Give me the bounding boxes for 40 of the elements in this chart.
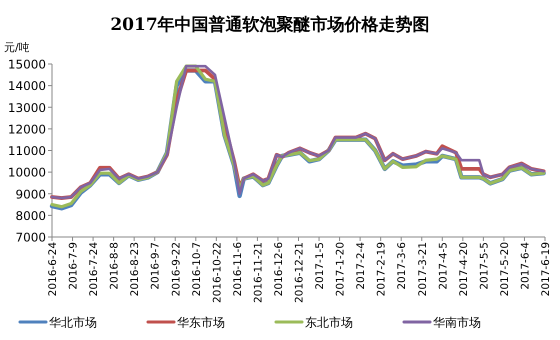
x-tick-label: 2017-5-20 [498, 242, 511, 296]
x-tick-label: 2016-6-24 [47, 242, 59, 296]
y-tick-label: 14000 [8, 79, 46, 94]
x-tick-label: 2017-5-5 [478, 242, 490, 290]
x-tick-label: 2017-6-19 [540, 242, 552, 296]
y-axis-title: 元/吨 [4, 41, 30, 54]
x-tick-label: 2016-9-22 [170, 242, 182, 296]
x-tick-label: 2017-6-4 [519, 242, 532, 290]
y-tick-label: 10000 [8, 166, 46, 180]
chart-title: 2017年中国普通软泡聚醚市场价格走势图 [110, 14, 430, 35]
x-tick-label: 2016-11-21 [252, 242, 264, 304]
x-tick-label: 2016-10-22 [211, 242, 224, 304]
x-tick-label: 2016-7-9 [68, 242, 80, 290]
legend-label: 华北市场 [49, 316, 97, 330]
y-tick-label: 9000 [15, 187, 46, 202]
x-tick-label: 2016-9-7 [150, 242, 162, 290]
x-tick-label: 2017-4-20 [458, 242, 470, 296]
x-tick-label: 2016-11-6 [232, 242, 244, 296]
x-tick-label: 2016-8-23 [129, 242, 142, 296]
x-tick-label: 2017-4-5 [437, 242, 450, 290]
x-tick-label: 2016-7-24 [88, 242, 100, 296]
x-tick-label: 2017-2-4 [355, 242, 368, 290]
y-tick-label: 15000 [8, 58, 46, 72]
y-tick-label: 7000 [15, 230, 46, 244]
x-tick-label: 2016-10-7 [190, 242, 203, 296]
y-tick-label: 8000 [15, 208, 46, 223]
x-tick-label: 2016-8-8 [108, 242, 121, 290]
x-tick-label: 2017-3-6 [396, 242, 408, 290]
y-tick-label: 12000 [8, 122, 46, 136]
x-tick-label: 2016-12-6 [272, 242, 285, 296]
legend-label: 东北市场 [305, 316, 353, 330]
legend-label: 华东市场 [177, 316, 225, 330]
x-tick-label: 2017-3-21 [416, 242, 429, 296]
y-tick-label: 13000 [8, 100, 46, 115]
x-tick-label: 2017-2-19 [376, 242, 388, 296]
x-tick-label: 2017-1-20 [334, 242, 347, 296]
x-tick-label: 2017-1-5 [314, 242, 326, 290]
y-tick-label: 11000 [8, 144, 46, 158]
legend-label: 华南市场 [433, 316, 481, 330]
x-tick-label: 2016-12-21 [294, 242, 306, 304]
